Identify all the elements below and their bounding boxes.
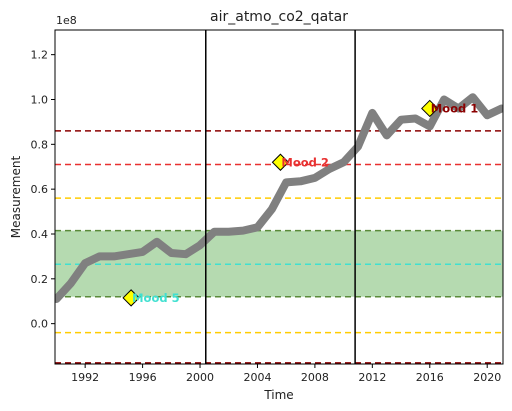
annotation-label-1: Mood 1 xyxy=(431,101,478,115)
x-tick-label-8: 2020 xyxy=(473,371,501,384)
y-tick-label-3: 0.4 xyxy=(31,228,49,241)
x-tick-label-5: 2008 xyxy=(301,371,329,384)
y-tick-label-2: 0.2 xyxy=(31,273,49,286)
chart-title: air_atmo_co2_qatar xyxy=(210,9,348,25)
x-tick-label-3: 2000 xyxy=(186,371,214,384)
plot-inner xyxy=(55,30,503,364)
annotation-label-2: Mood 2 xyxy=(281,155,328,169)
x-tick-label-7: 2016 xyxy=(416,371,444,384)
x-tick-label-4: 2004 xyxy=(243,371,271,384)
x-tick-label-6: 2012 xyxy=(358,371,386,384)
plot-area: Mood 1 Mood 2 Mood 5 1992 1996 2000 2004 2008 20… xyxy=(31,30,504,384)
y-offset-label: 1e8 xyxy=(56,14,77,27)
y-tick-label-5: 0.8 xyxy=(31,138,49,151)
x-tick-label-1: 1992 xyxy=(71,371,99,384)
y-axis-label: Measurement xyxy=(9,156,23,239)
y-tick-label-4: 0.6 xyxy=(31,183,49,196)
y-tick-label-6: 1.0 xyxy=(31,93,49,106)
x-tick-label-2: 1996 xyxy=(129,371,157,384)
x-axis-label: Time xyxy=(263,388,293,402)
y-tick-label-1: 0.0 xyxy=(31,318,49,331)
annotation-label-3: Mood 5 xyxy=(132,291,179,305)
y-tick-label-7: 1.2 xyxy=(31,49,49,62)
